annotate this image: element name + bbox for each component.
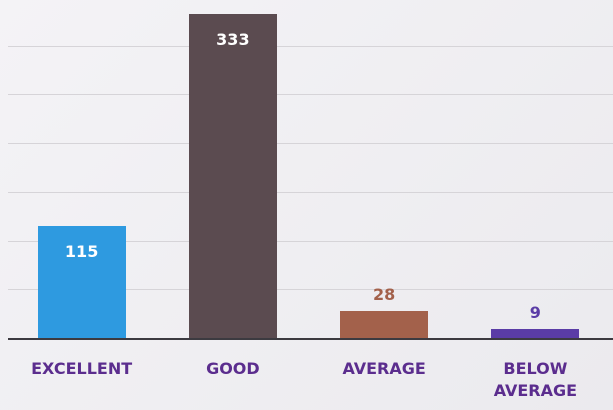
- grid-line: [8, 191, 613, 193]
- data-label: 28: [372, 284, 396, 304]
- x-tick-label: BELOW AVERAGE: [493, 359, 578, 400]
- x-tick-label: EXCELLENT: [31, 359, 133, 378]
- bar: [340, 310, 429, 338]
- grid-line: [8, 289, 613, 291]
- x-tick-label: AVERAGE: [342, 359, 426, 378]
- x-axis: [8, 338, 613, 340]
- bar: [491, 329, 580, 338]
- data-label: 333: [216, 29, 250, 49]
- bar: [37, 225, 126, 338]
- grid-line: [8, 45, 613, 47]
- grid-line: [8, 94, 613, 96]
- data-label: 115: [64, 241, 99, 261]
- grid-line: [8, 143, 613, 145]
- bar: [188, 13, 277, 338]
- data-label: 9: [529, 303, 541, 323]
- x-tick-label: GOOD: [206, 359, 260, 378]
- grid-line: [8, 240, 613, 242]
